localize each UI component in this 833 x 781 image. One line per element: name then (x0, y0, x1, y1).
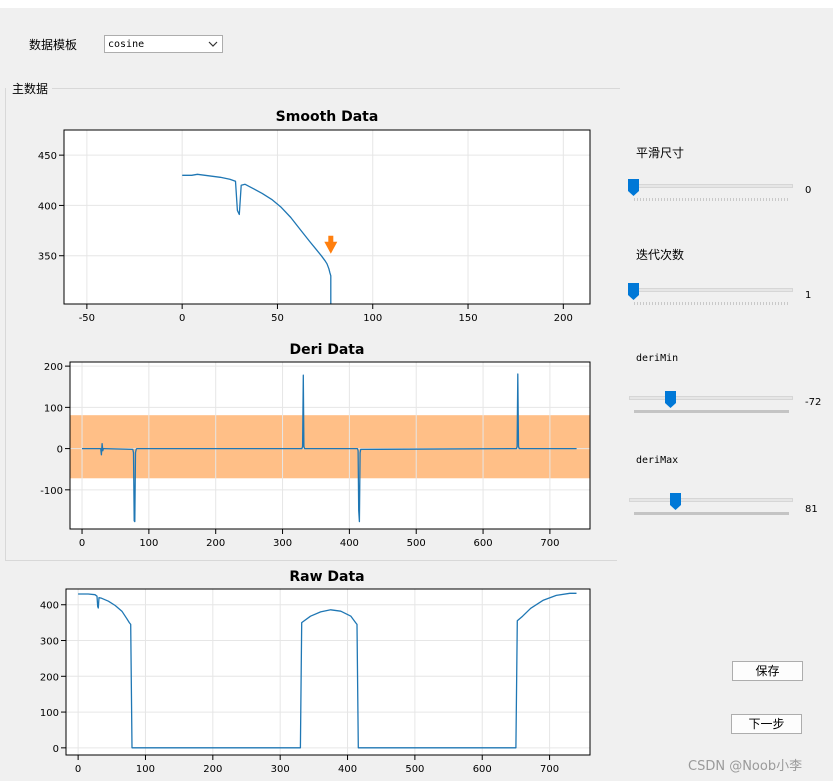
deri-max-slider[interactable] (629, 498, 793, 502)
raw-xtick-label: 500 (405, 764, 424, 775)
deri-xtick-label: 0 (79, 538, 85, 549)
deri-xtick-label: 100 (139, 538, 158, 549)
window-top-strip (0, 0, 833, 8)
raw-xtick-label: 600 (473, 764, 492, 775)
raw-plot-title: Raw Data (289, 569, 365, 585)
smooth-plot-area (64, 130, 590, 304)
save-button[interactable]: 保存 (732, 661, 803, 681)
template-selected-value: cosine (108, 39, 145, 50)
smooth-size-slider-handle[interactable] (627, 178, 641, 198)
iterations-slider[interactable] (629, 288, 793, 292)
deri-xtick-label: 600 (474, 538, 493, 549)
smooth-xtick-label: 0 (179, 313, 185, 324)
raw-xtick-label: 200 (203, 764, 222, 775)
deri-plot-title: Deri Data (289, 342, 365, 358)
group-bottom-border (5, 560, 617, 561)
raw-xtick-label: 100 (136, 764, 155, 775)
smooth-size-value: 0 (805, 185, 812, 196)
deri-max-value: 81 (805, 504, 818, 515)
deri-xtick-label: 200 (206, 538, 225, 549)
raw-plot-area (66, 589, 590, 755)
deri-min-value: -72 (805, 397, 822, 408)
deri-min-slider-handle[interactable] (664, 390, 678, 410)
raw-ytick-label: 400 (40, 601, 59, 612)
smooth-xtick-label: 150 (458, 313, 477, 324)
deri-max-label: deriMax (636, 455, 679, 466)
deri-ytick-label: 0 (57, 445, 63, 456)
deri-plot-frame (69, 361, 591, 530)
raw-ytick-label: 100 (40, 708, 59, 719)
iterations-label: 迭代次数 (636, 248, 685, 262)
smooth-size-ticks (634, 198, 789, 201)
group-top-border (52, 88, 620, 89)
smooth-xtick-label: 100 (363, 313, 382, 324)
deri-min-ticks (634, 410, 789, 413)
deri-min-slider[interactable] (629, 396, 793, 400)
raw-xtick-label: 400 (338, 764, 357, 775)
deri-max-slider-handle[interactable] (669, 492, 683, 512)
smooth-ytick-label: 450 (38, 151, 57, 162)
deri-plot[interactable]: 0 100 200 300 400 500 600 700 -100 0 100 200 (0, 358, 600, 553)
raw-xtick-label: 700 (540, 764, 559, 775)
smooth-plot-frame (63, 129, 591, 305)
deri-max-ticks (634, 512, 789, 515)
deri-xtick-label: 300 (273, 538, 292, 549)
deri-series-line (82, 373, 577, 523)
next-button[interactable]: 下一步 (731, 714, 802, 734)
smooth-size-label: 平滑尺寸 (636, 146, 685, 160)
template-combobox[interactable]: cosine (104, 35, 223, 53)
deri-threshold-band (70, 415, 590, 479)
deri-xtick-label: 400 (340, 538, 359, 549)
iterations-slider-handle[interactable] (627, 282, 641, 302)
deri-ytick-label: -100 (40, 486, 63, 497)
raw-plot[interactable]: 0 100 200 300 400 500 600 700 0 100 200 300 400 (0, 586, 600, 781)
smooth-marker-arrow-icon (324, 235, 338, 254)
chevron-down-icon (208, 41, 218, 47)
smooth-series-line (182, 173, 332, 304)
deri-ytick-label: 100 (44, 403, 63, 414)
smooth-xtick-label: 50 (271, 313, 284, 324)
deri-xtick-label: 500 (407, 538, 426, 549)
smooth-ytick-label: 350 (38, 252, 57, 263)
deri-xtick-label: 700 (540, 538, 559, 549)
raw-xtick-label: 300 (271, 764, 290, 775)
deri-ytick-label: 200 (44, 362, 63, 373)
smooth-plot-title: Smooth Data (275, 109, 379, 125)
raw-ytick-label: 200 (40, 672, 59, 683)
raw-xtick-label: 0 (75, 764, 81, 775)
smooth-ytick-label: 400 (38, 201, 57, 212)
template-label: 数据模板 (29, 38, 78, 52)
raw-series-line (78, 592, 577, 749)
smooth-plot[interactable]: -50 0 50 100 150 200 350 400 450 (0, 126, 600, 331)
iterations-ticks (634, 302, 789, 305)
raw-ytick-label: 0 (53, 744, 59, 755)
group-title: 主数据 (12, 82, 49, 96)
iterations-value: 1 (805, 290, 812, 301)
smooth-xtick-label: 200 (554, 313, 573, 324)
deri-min-label: deriMin (636, 353, 679, 364)
smooth-size-slider[interactable] (629, 184, 793, 188)
watermark: CSDN @Noob小李 (688, 759, 803, 774)
group-left-border (5, 88, 6, 560)
raw-plot-frame (65, 588, 591, 756)
smooth-xtick-label: -50 (79, 313, 95, 324)
raw-ytick-label: 300 (40, 637, 59, 648)
